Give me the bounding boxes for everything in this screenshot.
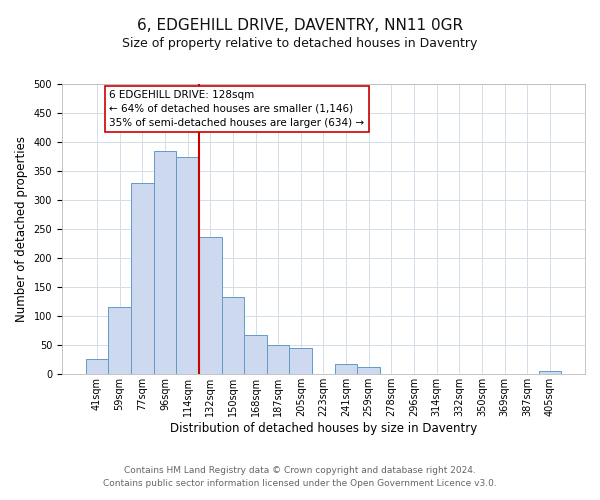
Y-axis label: Number of detached properties: Number of detached properties [15,136,28,322]
Text: Contains HM Land Registry data © Crown copyright and database right 2024.
Contai: Contains HM Land Registry data © Crown c… [103,466,497,487]
Bar [154,151,176,374]
Bar [539,372,561,374]
Bar [289,348,312,374]
Bar [358,366,380,374]
Text: Size of property relative to detached houses in Daventry: Size of property relative to detached ho… [122,38,478,51]
Bar [86,358,109,374]
Bar [176,156,199,374]
Bar [335,364,358,374]
Text: 6, EDGEHILL DRIVE, DAVENTRY, NN11 0GR: 6, EDGEHILL DRIVE, DAVENTRY, NN11 0GR [137,18,463,32]
Bar [267,346,289,374]
Text: 6 EDGEHILL DRIVE: 128sqm
← 64% of detached houses are smaller (1,146)
35% of sem: 6 EDGEHILL DRIVE: 128sqm ← 64% of detach… [109,90,365,128]
Bar [221,297,244,374]
Bar [109,307,131,374]
X-axis label: Distribution of detached houses by size in Daventry: Distribution of detached houses by size … [170,422,477,435]
Bar [244,335,267,374]
Bar [131,182,154,374]
Bar [199,236,221,374]
